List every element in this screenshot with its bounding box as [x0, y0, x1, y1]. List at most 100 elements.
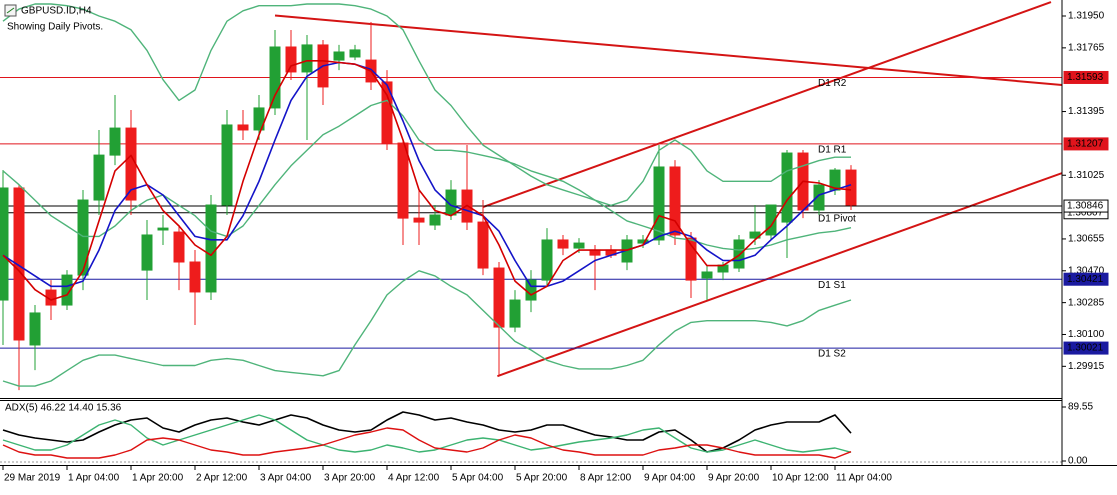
pivot-tag: 1.31207 — [1067, 139, 1104, 150]
candle-body — [0, 187, 9, 301]
candle-body — [845, 169, 857, 206]
indicator-line — [2, 270, 852, 387]
x-tick-label: 9 Apr 20:00 — [708, 473, 760, 484]
x-tick-label: 8 Apr 12:00 — [580, 473, 632, 484]
indicator-line — [2, 99, 852, 251]
pivot-tag: 1.30807 — [1067, 207, 1104, 218]
pivot-tag-box — [1063, 341, 1109, 355]
adx-title: ADX(5) 46.22 14.40 15.36 — [5, 403, 122, 414]
y-tick-label: 1.30655 — [1068, 234, 1105, 245]
pivot-label: D1 R2 — [818, 78, 847, 89]
candle-body — [141, 234, 153, 271]
symbol-icon-line — [6, 7, 15, 14]
trendline — [497, 172, 1062, 378]
candle-body — [189, 261, 201, 293]
candle-body — [173, 231, 185, 263]
candle-body — [13, 187, 25, 341]
x-tick-label: 4 Apr 12:00 — [388, 473, 440, 484]
pivot-tag: 1.30421 — [1067, 274, 1104, 285]
y-tick-label: 1.31950 — [1068, 11, 1105, 22]
candle-body — [765, 204, 777, 236]
candle-body — [557, 239, 569, 249]
candle-body — [477, 221, 489, 269]
chart-title: GBPUSD.ID,H4 — [21, 6, 92, 17]
candle-body — [157, 227, 169, 231]
adx-tick-label: 0.00 — [1068, 456, 1088, 467]
pivot-label: D1 S1 — [818, 280, 846, 291]
candle-body — [653, 166, 665, 241]
price-tag-box — [1063, 199, 1109, 213]
trendline — [274, 14, 1062, 87]
x-tick-label: 11 Apr 04:00 — [836, 473, 892, 484]
axes: 1.31950 1.31765 1.31395 1.31025 1.30655 1.304… — [0, 0, 1117, 484]
x-tick-label: 9 Apr 04:00 — [644, 473, 696, 484]
candle-body — [381, 81, 393, 144]
candle-body — [237, 124, 249, 131]
price-tag: 1.30846 — [1067, 201, 1104, 212]
adx-panel — [0, 411, 1062, 463]
x-tick-label: 5 Apr 04:00 — [452, 473, 504, 484]
candle-body — [733, 239, 745, 269]
pivot-tag: 1.31593 — [1067, 72, 1104, 83]
candle-body — [285, 46, 297, 73]
y-tick-label: 1.30285 — [1068, 297, 1105, 308]
trendline — [482, 1, 1052, 209]
pivot-label: D1 R1 — [818, 145, 847, 156]
candle-body — [349, 49, 361, 58]
pivot-label: D1 S2 — [818, 349, 846, 360]
header: GBPUSD.ID,H4 Showing Daily Pivots. ADX(5… — [4, 4, 122, 414]
x-tick-label: 3 Apr 04:00 — [260, 473, 312, 484]
pivot-tag-box — [1063, 272, 1109, 286]
y-tick-label: 1.30470 — [1068, 265, 1105, 276]
main-panel: D1 R2 D1 R1 D1 Pivot D1 S1 D1 S2 — [0, 1, 1062, 391]
candle-body — [509, 299, 521, 328]
y-tick-label: 1.29915 — [1068, 361, 1105, 372]
x-tick-label: 2 Apr 12:00 — [196, 473, 248, 484]
candle-body — [93, 154, 105, 201]
x-tick-label: 5 Apr 20:00 — [516, 473, 568, 484]
x-tick-label: 1 Apr 20:00 — [132, 473, 184, 484]
candle-body — [525, 279, 537, 301]
pivot-tag: 1.30021 — [1067, 343, 1104, 354]
candle-body — [61, 274, 73, 306]
candle-body — [109, 127, 121, 156]
x-tick-label: 3 Apr 20:00 — [324, 473, 376, 484]
candle-body — [493, 267, 505, 328]
candle-body — [429, 214, 441, 226]
candle-body — [685, 237, 697, 281]
candle-body — [77, 199, 89, 276]
indicator-line — [2, 60, 852, 301]
candle-body — [269, 46, 281, 109]
candle-body — [301, 44, 313, 73]
pivot-label: D1 Pivot — [818, 213, 856, 224]
candle-body — [781, 152, 793, 223]
candle-body — [813, 184, 825, 211]
adx-line — [2, 427, 852, 459]
y-tick-label: 1.31395 — [1068, 106, 1105, 117]
y-tick-label: 1.31025 — [1068, 170, 1105, 181]
x-tick-label: 1 Apr 04:00 — [68, 473, 120, 484]
candle-body — [701, 271, 713, 279]
x-tick-label: 29 Mar 2019 — [4, 473, 61, 484]
candle-body — [541, 239, 553, 281]
chart-subtitle: Showing Daily Pivots. — [7, 22, 103, 33]
y-tick-label: 1.30100 — [1068, 329, 1105, 340]
candle-body — [573, 242, 585, 249]
candle-body — [29, 312, 41, 346]
pivot-tag-box — [1063, 70, 1109, 84]
candle-body — [397, 142, 409, 219]
pivot-tag-box — [1063, 137, 1109, 151]
candle-body — [253, 107, 265, 131]
candle-body — [333, 51, 345, 61]
candle-body — [413, 217, 425, 223]
candle-body — [669, 166, 681, 236]
adx-tick-label: 89.55 — [1068, 402, 1093, 413]
indicator-line — [2, 61, 852, 288]
candle-body — [205, 204, 217, 293]
x-tick-label: 10 Apr 12:00 — [772, 473, 829, 484]
y-tick-label: 1.31765 — [1068, 42, 1105, 53]
candle-body — [221, 124, 233, 206]
adx-line — [2, 414, 852, 453]
indicator-line — [2, 3, 851, 207]
